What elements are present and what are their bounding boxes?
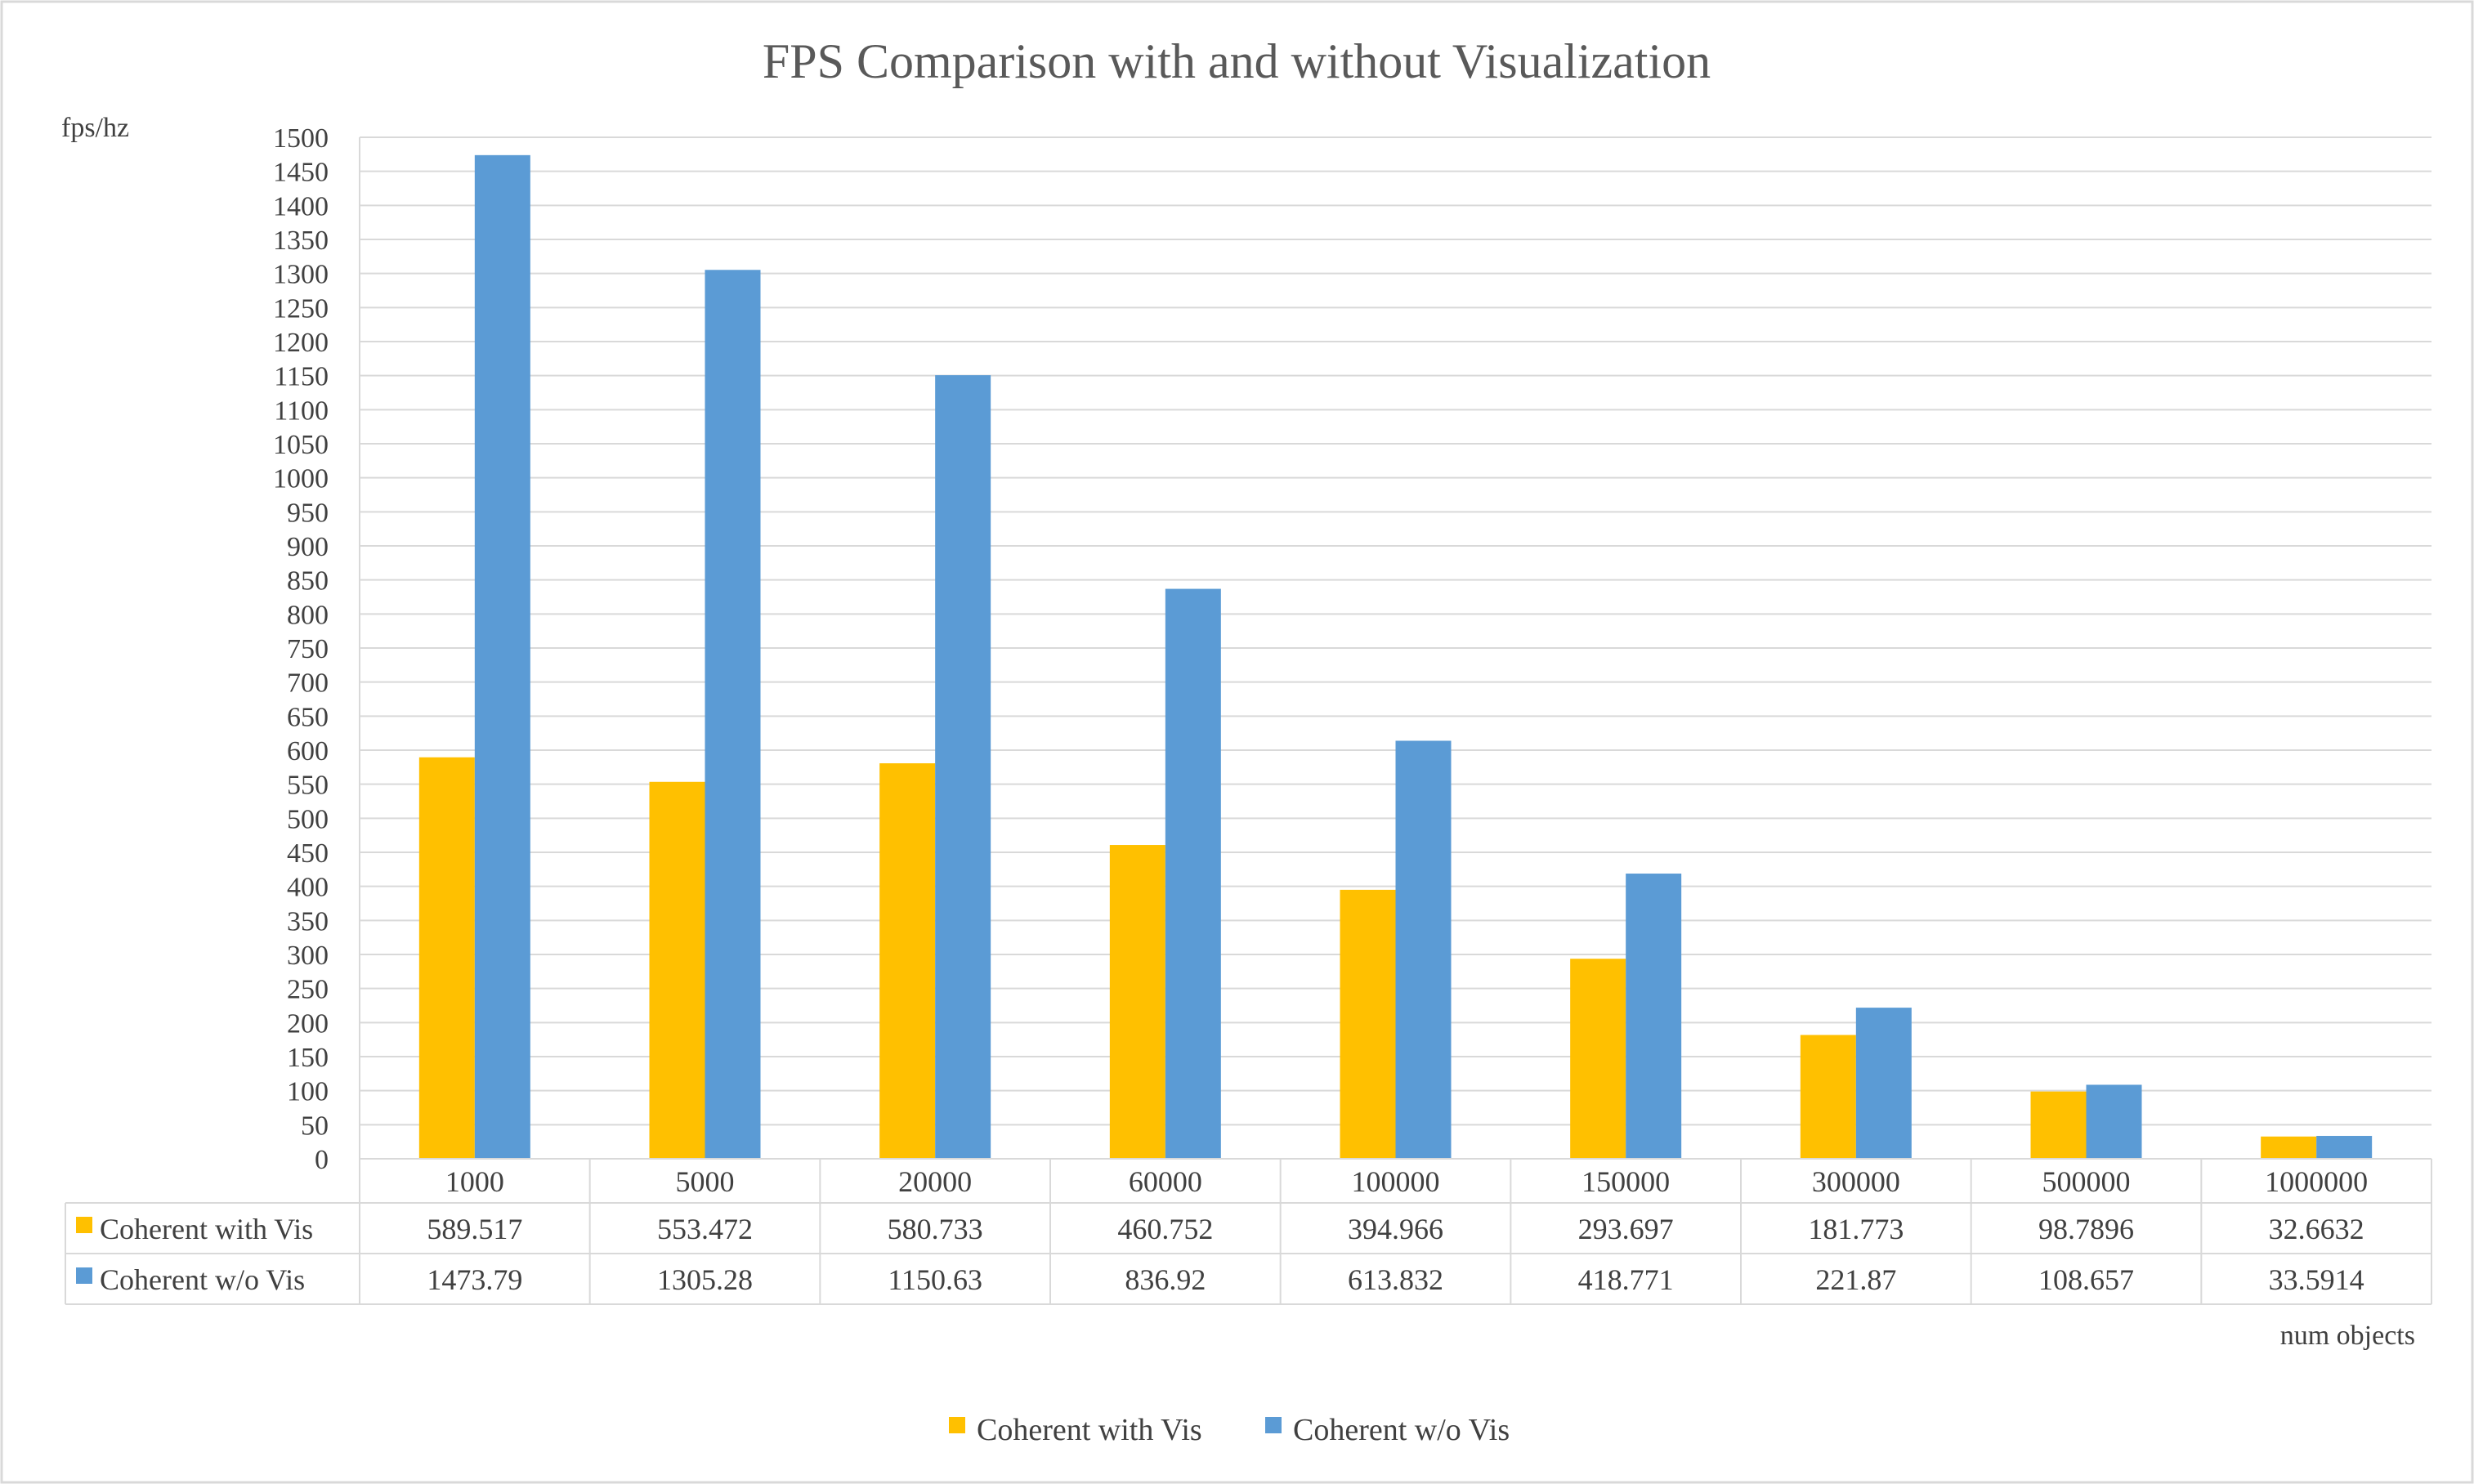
y-tick-label: 1150 <box>274 362 329 392</box>
category-label: 20000 <box>898 1165 972 1198</box>
category-label: 5000 <box>676 1165 735 1198</box>
category-label: 1000 <box>445 1165 504 1198</box>
table-value: 836.92 <box>1125 1263 1206 1296</box>
y-tick-label: 750 <box>287 634 329 664</box>
bar-without-vis-20000 <box>935 375 991 1159</box>
y-tick-label: 1200 <box>273 328 329 358</box>
table-series-marker <box>76 1267 92 1284</box>
bar-with-vis-100000 <box>1340 889 1396 1159</box>
table-value: 1305.28 <box>657 1263 753 1296</box>
y-tick-label: 400 <box>287 873 329 903</box>
y-tick-label: 1100 <box>274 396 329 426</box>
bar-without-vis-60000 <box>1165 588 1221 1159</box>
bar-without-vis-500000 <box>2086 1084 2142 1159</box>
table-value: 32.6632 <box>2269 1213 2364 1245</box>
bar-without-vis-300000 <box>1855 1008 1912 1159</box>
y-tick-label: 350 <box>287 906 329 936</box>
table-value: 98.7896 <box>2038 1213 2134 1245</box>
y-tick-label: 950 <box>287 498 329 528</box>
table-value: 553.472 <box>657 1213 753 1245</box>
y-tick-label: 500 <box>287 804 329 834</box>
y-tick-label: 1500 <box>273 123 329 154</box>
y-tick-label: 1400 <box>273 191 329 221</box>
table-value: 580.733 <box>888 1213 983 1245</box>
bar-without-vis-1000000 <box>2316 1136 2373 1159</box>
table-value: 181.773 <box>1808 1213 1904 1245</box>
y-tick-label: 100 <box>287 1077 329 1107</box>
y-tick-label: 650 <box>287 702 329 732</box>
y-tick-label: 200 <box>287 1008 329 1039</box>
table-value: 108.657 <box>2038 1263 2134 1296</box>
y-tick-labels: 0501001502002503003504004505005506006507… <box>273 123 329 1175</box>
y-tick-label: 0 <box>315 1145 329 1175</box>
table-value: 418.771 <box>1578 1263 1674 1296</box>
y-tick-label: 1300 <box>273 260 329 290</box>
y-tick-label: 1250 <box>273 293 329 324</box>
bar-with-vis-300000 <box>1800 1035 1856 1159</box>
table-value: 613.832 <box>1348 1263 1443 1296</box>
bar-with-vis-1000 <box>418 757 475 1159</box>
y-tick-label: 250 <box>287 975 329 1005</box>
category-label: 60000 <box>1129 1165 1202 1198</box>
chart-title: FPS Comparison with and without Visualiz… <box>763 34 1711 88</box>
bar-with-vis-60000 <box>1109 845 1165 1159</box>
bar-with-vis-500000 <box>2030 1091 2087 1159</box>
table-value: 293.697 <box>1578 1213 1674 1245</box>
bar-without-vis-150000 <box>1626 874 1682 1159</box>
bar-without-vis-1000 <box>474 154 530 1159</box>
y-tick-label: 700 <box>287 668 329 699</box>
bar-without-vis-5000 <box>705 270 761 1160</box>
category-label: 500000 <box>2042 1165 2131 1198</box>
table-value: 1473.79 <box>427 1263 522 1296</box>
legend-marker <box>1265 1417 1282 1433</box>
bar-with-vis-1000000 <box>2261 1136 2317 1159</box>
table-value: 394.966 <box>1348 1213 1443 1245</box>
y-tick-label: 550 <box>287 771 329 801</box>
bar-with-vis-150000 <box>1570 959 1626 1159</box>
bar-with-vis-20000 <box>879 763 936 1159</box>
table-series-name: Coherent w/o Vis <box>100 1263 305 1296</box>
y-tick-label: 1450 <box>273 158 329 188</box>
category-label: 1000000 <box>2265 1165 2368 1198</box>
table-series-marker <box>76 1217 92 1233</box>
y-tick-label: 900 <box>287 532 329 562</box>
table-value: 221.87 <box>1815 1263 1896 1296</box>
y-tick-label: 300 <box>287 941 329 971</box>
y-tick-label: 800 <box>287 600 329 630</box>
table-value: 33.5914 <box>2269 1263 2364 1296</box>
y-tick-label: 1050 <box>273 430 329 460</box>
category-label: 300000 <box>1812 1165 1900 1198</box>
legend: Coherent with Vis Coherent w/o Vis <box>949 1413 1510 1447</box>
y-tick-label: 50 <box>301 1111 329 1141</box>
table-value: 1150.63 <box>888 1263 982 1296</box>
legend-marker <box>949 1417 965 1433</box>
data-table: 1000 5000 20000 60000 100000 150000 300000 5000… <box>65 1158 2432 1305</box>
y-tick-label: 1350 <box>273 226 329 256</box>
table-series-name: Coherent with Vis <box>100 1213 313 1245</box>
table-value: 460.752 <box>1117 1213 1213 1245</box>
legend-label: Coherent with Vis <box>977 1413 1202 1447</box>
y-tick-label: 600 <box>287 736 329 767</box>
table-value: 589.517 <box>427 1213 522 1245</box>
y-axis-label: fps/hz <box>61 113 129 143</box>
legend-label: Coherent w/o Vis <box>1293 1413 1510 1447</box>
y-tick-label: 150 <box>287 1043 329 1073</box>
bars <box>418 154 2373 1160</box>
y-tick-label: 850 <box>287 566 329 597</box>
category-label: 150000 <box>1581 1165 1670 1198</box>
category-label: 100000 <box>1352 1165 1440 1198</box>
x-axis-label: num objects <box>2280 1321 2415 1351</box>
y-tick-label: 450 <box>287 838 329 869</box>
bar-without-vis-100000 <box>1395 740 1452 1159</box>
bar-with-vis-5000 <box>649 781 705 1159</box>
y-tick-label: 1000 <box>273 464 329 494</box>
